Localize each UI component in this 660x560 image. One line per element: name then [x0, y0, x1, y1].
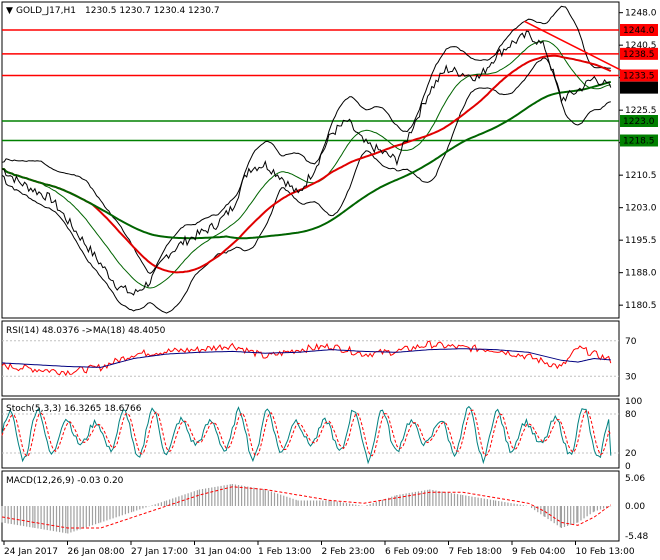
stoch-tick-label: 100	[625, 397, 642, 407]
macd-panel[interactable]: MACD(12,26,9) -0.03 0.20	[1, 470, 620, 542]
time-tick-label: 27 Jan 17:00	[131, 547, 188, 557]
macd-tick-label: 5.06	[625, 474, 645, 484]
time-tick-label: 26 Jan 08:00	[68, 547, 125, 557]
panel-menu-icon[interactable]: ▼	[6, 6, 13, 16]
price-label: 1244.0	[623, 26, 655, 36]
price-tick-label: 1225.5	[625, 106, 657, 116]
time-tick-label: 7 Feb 18:00	[449, 547, 503, 557]
time-tick-label: 2 Feb 23:00	[322, 547, 376, 557]
lower-band	[1, 57, 611, 314]
stoch-signal-line	[1, 409, 612, 458]
moving-average-green	[1, 80, 612, 240]
time-tick-label: 31 Jan 04:00	[195, 547, 252, 557]
moving-average-red	[1, 54, 612, 274]
price-label-box	[620, 134, 658, 147]
price-tick-label: 1248.0	[625, 9, 657, 19]
stoch-header: Stoch(5,3,3) 16.3265 18.6766	[6, 404, 142, 414]
stoch-main-line	[1, 405, 612, 465]
stoch-tick-label: 80	[625, 410, 637, 420]
price-tick-label: 1203.0	[625, 204, 657, 214]
price-series-line	[1, 30, 612, 296]
rsi-panel[interactable]: RSI(14) 48.0376 ->MA(18) 48.4050	[1, 320, 620, 397]
price-axis: 1248.01240.51233.01225.51218.01210.51203…	[619, 9, 658, 311]
price-label: 1218.5	[623, 137, 655, 147]
symbol-header: GOLD_J17,H1	[16, 6, 76, 16]
middle-band	[1, 40, 611, 289]
macd-tick-label: 0.00	[625, 502, 645, 512]
price-label: 1230.7	[623, 84, 655, 94]
price-label: 1233.5	[623, 72, 655, 82]
price-label-box	[620, 24, 658, 36]
price-panel[interactable]: ▼ GOLD_J17,H1 1230.5 1230.7 1230.4 1230.…	[1, 1, 628, 319]
price-tick-label: 1240.5	[625, 41, 657, 51]
stoch-panel[interactable]: Stoch(5,3,3) 16.3265 18.6766	[1, 398, 620, 469]
stoch-tick-label: 0	[625, 462, 631, 472]
time-tick-label: 9 Feb 04:00	[512, 547, 566, 557]
ohlc-header: 1230.5 1230.7 1230.4 1230.7	[85, 6, 220, 16]
price-label-box	[620, 115, 658, 127]
price-tick-label: 1210.5	[625, 171, 657, 181]
time-tick-label: 24 Jan 2017	[4, 547, 58, 557]
price-label-box	[620, 69, 658, 82]
time-tick-label: 10 Feb 13:00	[576, 547, 635, 557]
price-tick-label: 1180.5	[625, 301, 657, 311]
price-tick-label: 1195.5	[625, 236, 657, 246]
macd-signal-line	[1, 486, 612, 529]
price-label: 1238.5	[623, 50, 655, 60]
rsi-tick-label: 30	[625, 372, 637, 382]
trendline	[524, 20, 628, 75]
macd-header: MACD(12,26,9) -0.03 0.20	[6, 476, 124, 486]
rsi-header: RSI(14) 48.0376 ->MA(18) 48.4050	[6, 326, 166, 336]
upper-band	[1, 5, 611, 274]
price-tick-label: 1188.0	[625, 269, 657, 279]
stoch-axis: 100 80 20 0	[625, 397, 642, 472]
macd-tick-label: -5.48	[625, 532, 649, 542]
price-label-box	[620, 47, 658, 60]
time-axis: 24 Jan 2017 26 Jan 08:00 27 Jan 17:00 31 Ja…	[3, 541, 635, 557]
macd-axis: 5.06 0.00 -5.48	[625, 474, 649, 542]
price-label-box	[620, 81, 658, 94]
time-tick-label: 1 Feb 13:00	[258, 547, 312, 557]
rsi-tick-label: 70	[625, 337, 637, 347]
rsi-axis: 70 30	[625, 337, 637, 383]
rsi-ma-line	[1, 348, 611, 368]
price-label: 1223.0	[623, 117, 655, 127]
stoch-tick-label: 20	[625, 449, 637, 459]
time-tick-label: 6 Feb 09:00	[385, 547, 439, 557]
